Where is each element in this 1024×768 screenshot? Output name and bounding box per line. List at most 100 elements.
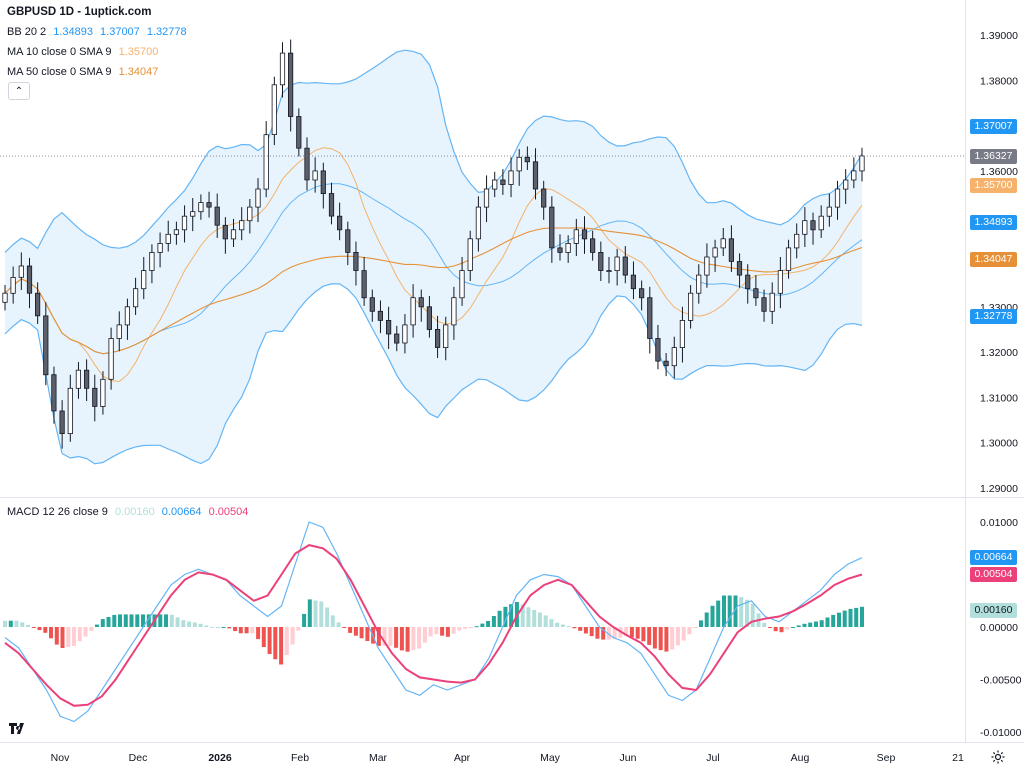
chevron-up-icon: ⌃ xyxy=(14,85,24,97)
bb-upper-tag: 1.37007 xyxy=(970,119,1017,134)
macd-histogram-bar xyxy=(572,627,577,629)
macd-histogram-bar xyxy=(808,622,813,627)
time-tick-label: Jun xyxy=(620,752,637,764)
macd-histogram-bar xyxy=(693,627,698,628)
macd-legend[interactable]: MACD 12 26 close 9 0.00160 0.00664 0.005… xyxy=(7,505,252,519)
macd-histogram-bar xyxy=(699,620,703,627)
macd-line xyxy=(4,521,863,723)
macd-histogram-bar xyxy=(704,612,709,627)
macd-histogram-bar xyxy=(83,627,88,637)
bb-legend[interactable]: BB 20 2 1.34893 1.37007 1.32778 xyxy=(7,25,191,39)
candle-body xyxy=(818,215,824,231)
macd-histogram-bar xyxy=(595,627,600,639)
candle-body xyxy=(745,274,751,290)
candle-body xyxy=(655,338,661,362)
macd-histogram-bar xyxy=(779,627,784,633)
bb-lower-tag: 1.32778 xyxy=(970,309,1017,324)
candle-body xyxy=(214,206,220,226)
macd-histogram-bar xyxy=(762,622,767,627)
macd-histogram-bar xyxy=(687,627,692,635)
candle-body xyxy=(394,333,400,344)
candle-body xyxy=(353,251,359,271)
candle-body xyxy=(777,270,784,294)
macd-histogram-bar xyxy=(72,627,76,646)
macd-histogram-bar xyxy=(261,627,266,647)
candle-body xyxy=(296,116,302,149)
macd-histogram-bar xyxy=(681,627,686,641)
time-tick-label: Apr xyxy=(454,752,471,764)
bb-basis-tag: 1.34893 xyxy=(970,215,1017,230)
candle-body xyxy=(696,274,702,294)
ma50-line xyxy=(4,227,863,355)
macd-tick-label: -0.01000 xyxy=(980,727,1022,739)
candle-body xyxy=(287,52,294,117)
candle-body xyxy=(573,229,579,244)
macd-histogram-bar xyxy=(497,610,502,627)
macd-histogram-bar xyxy=(43,627,48,633)
candle-body xyxy=(769,292,775,312)
macd-histogram-bar xyxy=(606,627,611,640)
candle-body xyxy=(418,297,424,308)
macd-histogram-bar xyxy=(422,627,427,643)
bb-lower-value: 1.32778 xyxy=(146,26,187,38)
candle-body xyxy=(679,319,686,348)
macd-line-tag: 0.00664 xyxy=(970,550,1017,565)
candle-body xyxy=(443,324,449,348)
candle-body xyxy=(688,292,694,321)
candle-body xyxy=(434,328,441,348)
candle-body xyxy=(508,170,514,185)
gear-icon[interactable] xyxy=(990,749,1006,765)
macd-histogram-bar xyxy=(106,617,111,627)
candle-body xyxy=(157,242,163,253)
macd-histogram-bar xyxy=(37,627,42,631)
macd-histogram-bar xyxy=(831,614,836,627)
macd-histogram-bar xyxy=(66,627,71,647)
macd-histogram-bar xyxy=(284,627,289,655)
time-tick-label: 2026 xyxy=(208,752,232,764)
macd-histogram-bar xyxy=(112,614,117,627)
macd-histogram-bar xyxy=(411,627,416,651)
macd-histogram-bar xyxy=(745,599,749,627)
macd-histogram-bar xyxy=(491,616,496,627)
macd-histogram-bar xyxy=(26,624,30,627)
collapse-legend-button[interactable]: ⌃ xyxy=(8,82,30,100)
macd-histogram-bar xyxy=(468,627,473,628)
macd-histogram-bar xyxy=(49,627,53,639)
macd-histogram-bar xyxy=(710,605,715,627)
macd-histogram-bar xyxy=(31,627,36,628)
candle-body xyxy=(26,265,33,294)
bb-basis-value: 1.34893 xyxy=(53,26,93,38)
macd-histogram-bar xyxy=(95,624,99,627)
candle-body xyxy=(761,297,767,312)
macd-histogram-bar xyxy=(187,621,192,627)
macd-histogram-bar xyxy=(445,627,450,637)
macd-histogram-bar xyxy=(560,624,565,627)
candle-body xyxy=(100,378,106,407)
macd-histogram-bar xyxy=(555,622,560,627)
candle-body xyxy=(165,233,171,244)
candle-body xyxy=(728,238,735,262)
candle-body xyxy=(141,270,147,290)
macd-histogram-bar xyxy=(60,627,65,648)
ma50-legend[interactable]: MA 50 close 0 SMA 9 1.34047 xyxy=(7,65,162,79)
ma50-tag: 1.34047 xyxy=(970,252,1017,267)
candle-body xyxy=(581,229,588,240)
macd-histogram-bar xyxy=(198,623,203,627)
tradingview-logo-icon[interactable] xyxy=(8,720,30,736)
macd-histogram-bar xyxy=(624,627,629,636)
time-tick-label: Sep xyxy=(877,752,896,764)
candle-body xyxy=(794,233,800,249)
macd-histogram-bar xyxy=(664,627,669,652)
candle-body xyxy=(51,374,57,412)
macd-histogram-bar xyxy=(526,607,531,627)
candle-body xyxy=(116,324,122,339)
macd-histogram-bar xyxy=(474,626,479,628)
macd-histogram-bar xyxy=(250,627,255,634)
macd-histogram-bar xyxy=(722,595,726,627)
candle-body xyxy=(247,206,253,222)
candle-body xyxy=(108,338,114,380)
price-tick-label: 1.29000 xyxy=(980,483,1018,495)
macd-histogram-bar xyxy=(54,627,59,645)
ma10-legend[interactable]: MA 10 close 0 SMA 9 1.35700 xyxy=(7,45,162,59)
